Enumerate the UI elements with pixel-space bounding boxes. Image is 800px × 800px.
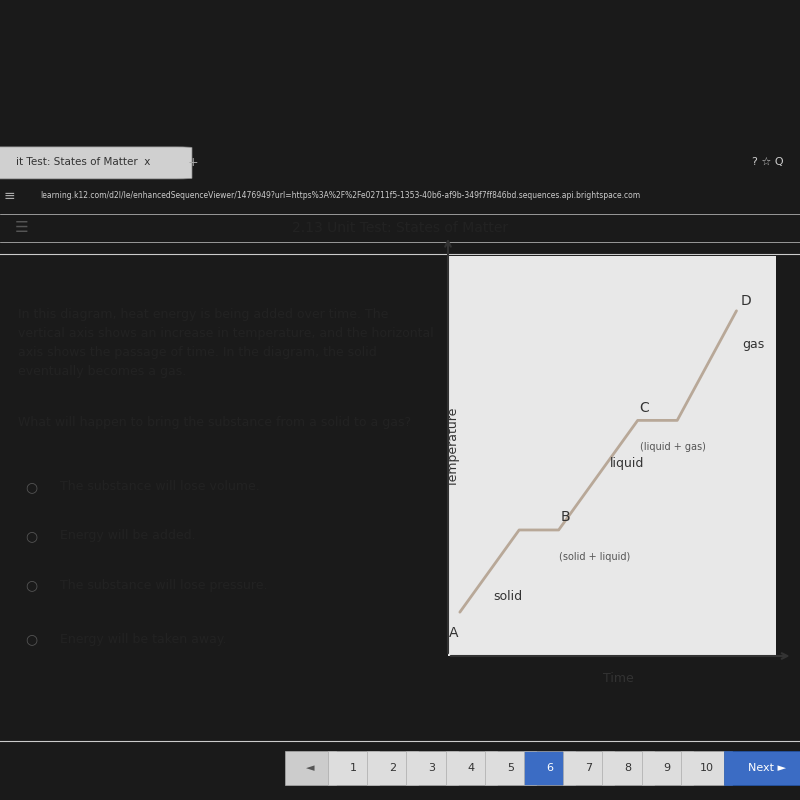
FancyBboxPatch shape (406, 751, 458, 785)
Text: Temperature: Temperature (447, 408, 461, 487)
Text: ? ☆ Q: ? ☆ Q (752, 157, 784, 167)
Text: 5: 5 (507, 763, 514, 773)
Text: B: B (561, 510, 570, 525)
FancyBboxPatch shape (681, 751, 732, 785)
Text: Time: Time (602, 673, 634, 686)
FancyBboxPatch shape (328, 751, 379, 785)
FancyBboxPatch shape (642, 751, 693, 785)
Text: 4: 4 (468, 763, 474, 773)
Text: (liquid + gas): (liquid + gas) (640, 442, 706, 452)
FancyBboxPatch shape (602, 751, 654, 785)
Text: 9: 9 (664, 763, 670, 773)
Text: solid: solid (494, 590, 522, 603)
Text: +: + (188, 155, 198, 169)
Text: ○: ○ (26, 633, 38, 646)
Text: ○: ○ (26, 480, 38, 494)
Text: 8: 8 (625, 763, 631, 773)
Text: ☰: ☰ (14, 221, 28, 235)
Text: learning.k12.com/d2l/le/enhancedSequenceViewer/1476949?url=https%3A%2F%2Fe02711f: learning.k12.com/d2l/le/enhancedSequence… (40, 191, 640, 201)
FancyBboxPatch shape (524, 751, 575, 785)
Text: Energy will be taken away.: Energy will be taken away. (60, 633, 226, 646)
Text: liquid: liquid (610, 457, 644, 470)
Text: 2: 2 (390, 763, 396, 773)
Text: 3: 3 (429, 763, 435, 773)
Text: gas: gas (742, 338, 765, 351)
Text: The substance will lose pressure.: The substance will lose pressure. (60, 578, 267, 591)
Text: In this diagram, heat energy is being added over time. The
vertical axis shows a: In this diagram, heat energy is being ad… (18, 308, 434, 378)
Text: 6: 6 (546, 763, 553, 773)
FancyBboxPatch shape (367, 751, 418, 785)
Text: 1: 1 (350, 763, 357, 773)
FancyBboxPatch shape (485, 751, 536, 785)
FancyBboxPatch shape (446, 751, 497, 785)
Text: C: C (640, 401, 650, 415)
Text: D: D (741, 294, 751, 308)
Text: (solid + liquid): (solid + liquid) (558, 552, 630, 562)
Text: ◄: ◄ (306, 763, 314, 773)
FancyBboxPatch shape (724, 751, 800, 785)
Text: A: A (449, 626, 458, 639)
Text: 2.13 Unit Test: States of Matter: 2.13 Unit Test: States of Matter (292, 221, 508, 235)
Text: it Test: States of Matter  x: it Test: States of Matter x (16, 157, 150, 167)
Text: Next ►: Next ► (748, 763, 786, 773)
Text: Energy will be added.: Energy will be added. (60, 530, 196, 542)
Text: What will happen to bring the substance from a solid to a gas?: What will happen to bring the substance … (18, 416, 410, 429)
Text: ○: ○ (26, 530, 38, 543)
FancyBboxPatch shape (563, 751, 614, 785)
Text: The substance will lose volume.: The substance will lose volume. (60, 480, 260, 493)
Text: ○: ○ (26, 578, 38, 593)
Text: ≡: ≡ (4, 189, 16, 203)
FancyBboxPatch shape (285, 751, 336, 785)
FancyBboxPatch shape (0, 147, 192, 179)
Text: 7: 7 (586, 763, 592, 773)
Text: 10: 10 (699, 763, 714, 773)
